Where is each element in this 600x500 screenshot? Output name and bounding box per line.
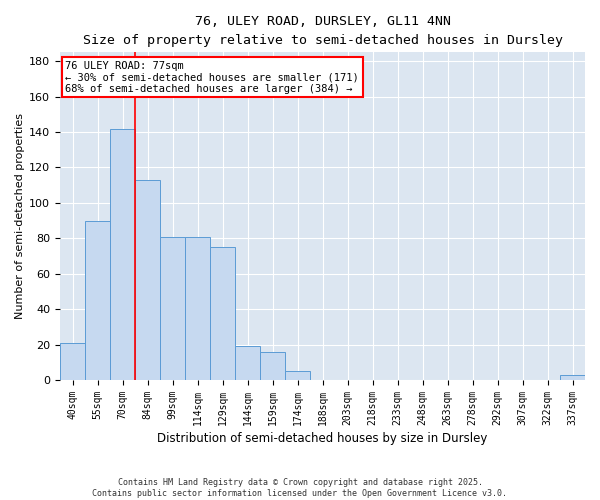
Y-axis label: Number of semi-detached properties: Number of semi-detached properties xyxy=(15,113,25,319)
Bar xyxy=(185,236,210,380)
Bar xyxy=(285,371,310,380)
Bar xyxy=(235,346,260,380)
Bar xyxy=(60,343,85,380)
Bar xyxy=(110,128,135,380)
Text: Contains HM Land Registry data © Crown copyright and database right 2025.
Contai: Contains HM Land Registry data © Crown c… xyxy=(92,478,508,498)
Bar xyxy=(160,236,185,380)
Bar xyxy=(560,375,585,380)
Bar xyxy=(210,247,235,380)
Bar xyxy=(135,180,160,380)
Text: 76 ULEY ROAD: 77sqm
← 30% of semi-detached houses are smaller (171)
68% of semi-: 76 ULEY ROAD: 77sqm ← 30% of semi-detach… xyxy=(65,60,359,94)
Bar xyxy=(85,220,110,380)
X-axis label: Distribution of semi-detached houses by size in Dursley: Distribution of semi-detached houses by … xyxy=(157,432,488,445)
Title: 76, ULEY ROAD, DURSLEY, GL11 4NN
Size of property relative to semi-detached hous: 76, ULEY ROAD, DURSLEY, GL11 4NN Size of… xyxy=(83,15,563,47)
Bar xyxy=(260,352,285,380)
